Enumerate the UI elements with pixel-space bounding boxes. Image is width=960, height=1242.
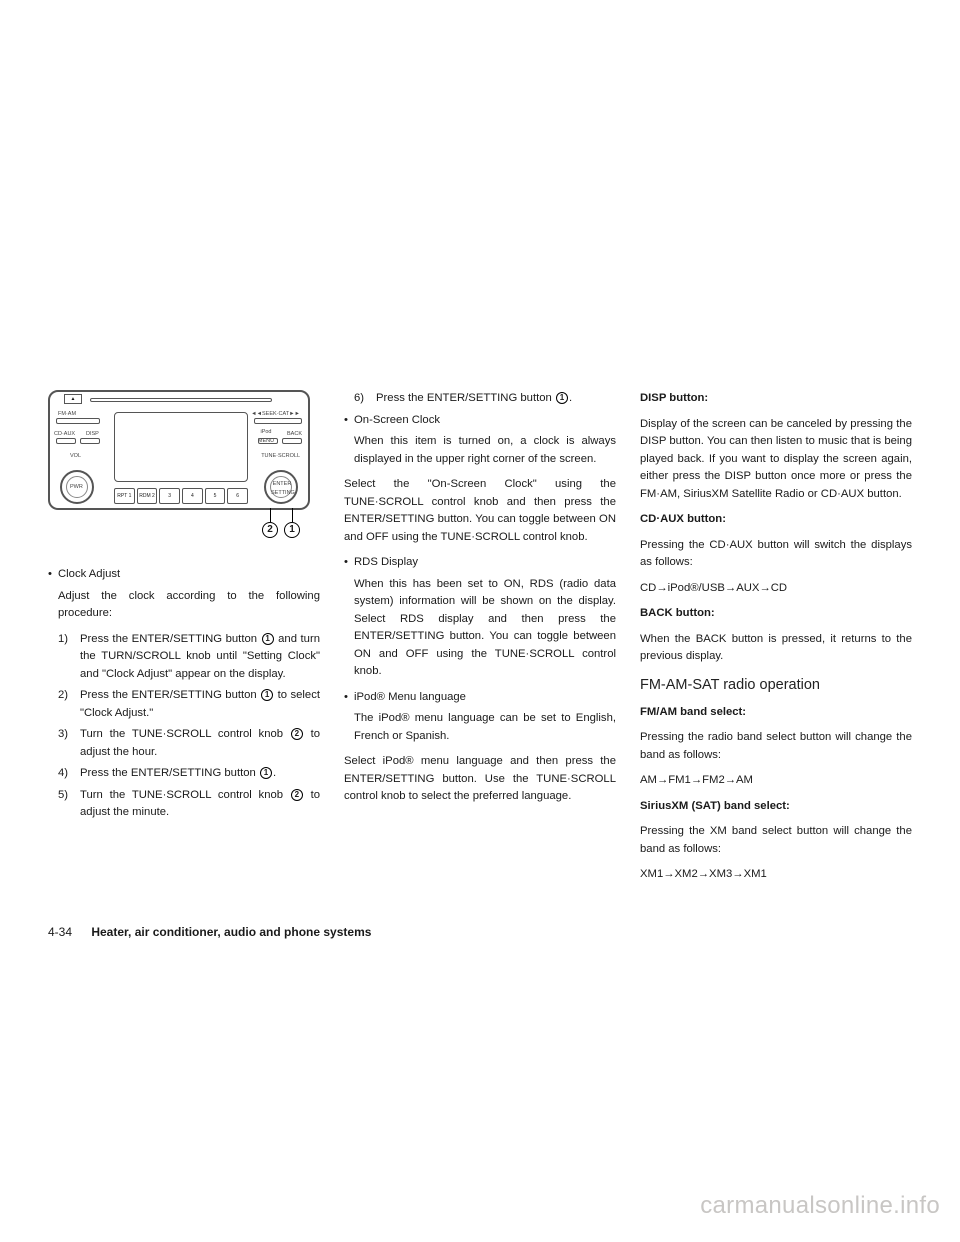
preset-1: RPT 1 xyxy=(114,488,135,504)
vol-label: VOL xyxy=(70,452,81,461)
callout-2: 2 xyxy=(262,522,278,538)
radio-screen xyxy=(114,412,248,482)
bullet-text: Clock Adjust xyxy=(58,566,320,584)
enter-label: ENTER SETTING xyxy=(271,480,293,497)
callout-1: 1 xyxy=(284,522,300,538)
back-button xyxy=(282,438,302,444)
fmam-heading: FM/AM band select: xyxy=(640,704,912,722)
cdaux-desc: Pressing the CD·AUX button will switch t… xyxy=(640,537,912,572)
step-text: Press the ENTER/SETTING button 1 to sele… xyxy=(80,687,320,722)
step-num: 6) xyxy=(354,390,376,408)
step-num: 1) xyxy=(58,631,80,684)
fmam-seq: AM→FM1→FM2→AM xyxy=(640,772,912,790)
bullet-onscreen: • On-Screen Clock xyxy=(344,412,616,430)
cdaux-button xyxy=(56,438,76,444)
step-num: 2) xyxy=(58,687,80,722)
bullet-text: iPod® Menu language xyxy=(354,689,616,707)
seek-button xyxy=(254,418,302,424)
cd-slot xyxy=(90,398,272,402)
onscreen-desc: When this item is turned on, a clock is … xyxy=(344,433,616,468)
step-2: 2) Press the ENTER/SETTING button 1 to s… xyxy=(48,687,320,722)
sat-seq: XM1→XM2→XM3→XM1 xyxy=(640,866,912,884)
step-num: 4) xyxy=(58,765,80,783)
step-text: Press the ENTER/SETTING button 1. xyxy=(376,390,616,408)
step-1: 1) Press the ENTER/SETTING button 1 and … xyxy=(48,631,320,684)
step-3: 3) Turn the TUNE·SCROLL control knob 2 t… xyxy=(48,726,320,761)
watermark: carmanualsonline.info xyxy=(700,1192,940,1220)
bullet-text: On-Screen Clock xyxy=(354,412,616,430)
enter-knob: ENTER SETTING xyxy=(264,470,298,504)
section-title: Heater, air conditioner, audio and phone… xyxy=(91,925,371,939)
disp-button xyxy=(80,438,100,444)
bullet-ipod: • iPod® Menu language xyxy=(344,689,616,707)
bullet-dot: • xyxy=(48,566,58,584)
disp-heading: DISP button: xyxy=(640,390,912,408)
preset-4: 4 xyxy=(182,488,203,504)
page-footer: 4-34 Heater, air conditioner, audio and … xyxy=(48,925,371,939)
preset-2: RDM 2 xyxy=(137,488,158,504)
step-6: 6) Press the ENTER/SETTING button 1. xyxy=(344,390,616,408)
disp-desc: Display of the screen can be canceled by… xyxy=(640,416,912,504)
column-3: DISP button: Display of the screen can b… xyxy=(640,390,912,892)
page-number: 4-34 xyxy=(48,925,88,939)
pwr-label: PWR xyxy=(70,483,83,492)
pwr-knob: PWR xyxy=(60,470,94,504)
bullet-dot: • xyxy=(344,554,354,572)
column-1: ▲ FM·AM CD·AUX DISP VOL PWR ◄◄SEEK·CAT►► xyxy=(48,390,320,892)
preset-6: 6 xyxy=(227,488,248,504)
page-content: ▲ FM·AM CD·AUX DISP VOL PWR ◄◄SEEK·CAT►► xyxy=(48,390,912,892)
back-heading: BACK button: xyxy=(640,605,912,623)
fmam-sat-heading: FM-AM-SAT radio operation xyxy=(640,674,912,696)
radio-unit: ▲ FM·AM CD·AUX DISP VOL PWR ◄◄SEEK·CAT►► xyxy=(48,390,310,510)
sat-heading: SiriusXM (SAT) band select: xyxy=(640,798,912,816)
radio-illustration: ▲ FM·AM CD·AUX DISP VOL PWR ◄◄SEEK·CAT►► xyxy=(48,390,320,542)
preset-5: 5 xyxy=(205,488,226,504)
preset-row: RPT 1 RDM 2 3 4 5 6 xyxy=(114,488,248,504)
fmam-button xyxy=(56,418,100,424)
callout-line-1 xyxy=(292,508,293,522)
bullet-clock-adjust: • Clock Adjust xyxy=(48,566,320,584)
sat-desc: Pressing the XM band select button will … xyxy=(640,823,912,858)
ipod-para: Select iPod® menu language and then pres… xyxy=(344,753,616,806)
bullet-rds: • RDS Display xyxy=(344,554,616,572)
menu-button xyxy=(258,438,278,444)
step-text: Turn the TUNE·SCROLL control knob 2 to a… xyxy=(80,787,320,822)
ipod-desc: The iPod® menu language can be set to En… xyxy=(344,710,616,745)
callout-line-2 xyxy=(270,508,271,522)
onscreen-para: Select the "On-Screen Clock" using the T… xyxy=(344,476,616,546)
step-num: 3) xyxy=(58,726,80,761)
cdaux-seq: CD→iPod®/USB→AUX→CD xyxy=(640,580,912,598)
step-num: 5) xyxy=(58,787,80,822)
bullet-dot: • xyxy=(344,412,354,430)
step-text: Press the ENTER/SETTING button 1 and tur… xyxy=(80,631,320,684)
step-5: 5) Turn the TUNE·SCROLL control knob 2 t… xyxy=(48,787,320,822)
bullet-dot: • xyxy=(344,689,354,707)
preset-3: 3 xyxy=(159,488,180,504)
back-desc: When the BACK button is pressed, it retu… xyxy=(640,631,912,666)
step-4: 4) Press the ENTER/SETTING button 1. xyxy=(48,765,320,783)
tune-label: TUNE·SCROLL xyxy=(261,452,300,461)
rds-desc: When this has been set to ON, RDS (radio… xyxy=(344,576,616,681)
fmam-desc: Pressing the radio band select button wi… xyxy=(640,729,912,764)
column-2: 6) Press the ENTER/SETTING button 1. • O… xyxy=(344,390,616,892)
callout-row: 2 1 xyxy=(48,514,320,542)
cdaux-heading: CD·AUX button: xyxy=(640,511,912,529)
step-text: Press the ENTER/SETTING button 1. xyxy=(80,765,320,783)
bullet-text: RDS Display xyxy=(354,554,616,572)
step-text: Turn the TUNE·SCROLL control knob 2 to a… xyxy=(80,726,320,761)
eject-button: ▲ xyxy=(64,394,82,404)
clock-adjust-desc: Adjust the clock according to the follow… xyxy=(48,588,320,623)
